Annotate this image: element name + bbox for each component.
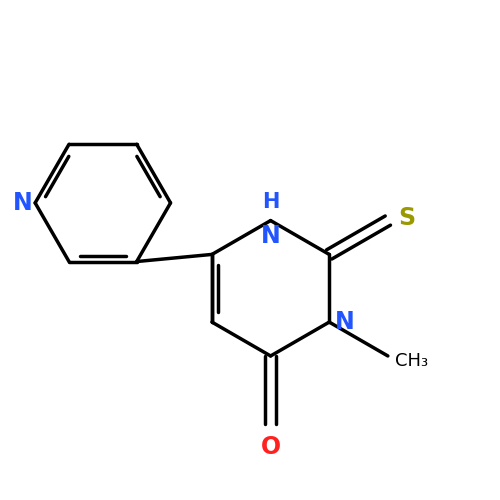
Text: N: N (260, 224, 280, 248)
Text: N: N (335, 310, 355, 334)
Text: N: N (12, 191, 32, 215)
Text: H: H (262, 192, 280, 212)
Text: O: O (260, 436, 280, 460)
Text: CH₃: CH₃ (395, 352, 428, 370)
Text: S: S (398, 206, 415, 230)
